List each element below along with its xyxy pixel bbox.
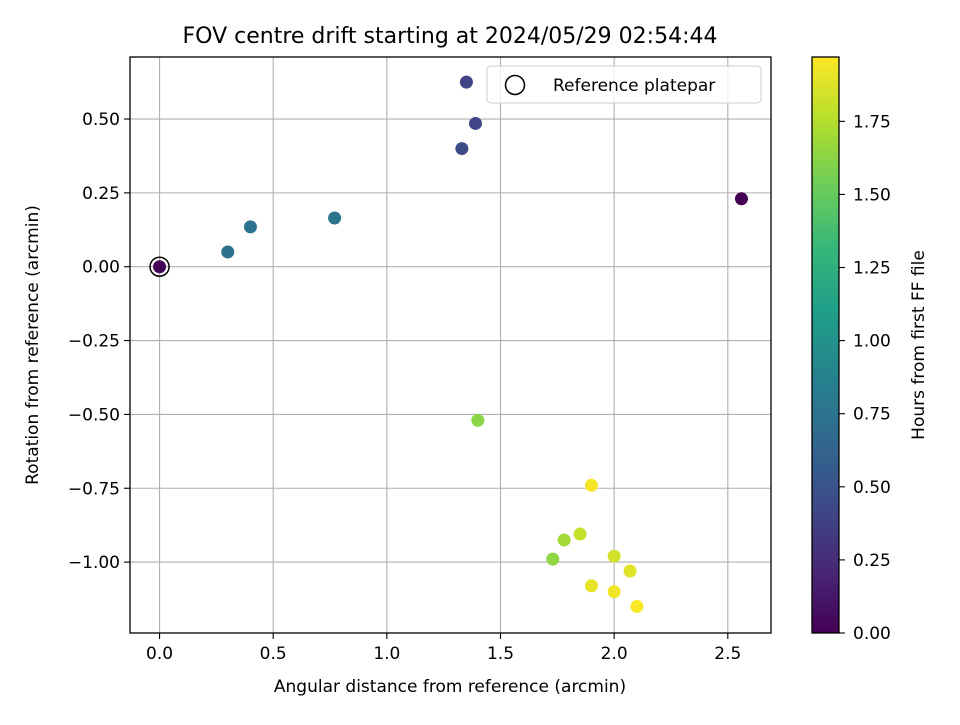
data-point xyxy=(573,527,587,541)
colorbar-tick-label: 1.25 xyxy=(853,259,891,279)
data-point xyxy=(607,585,621,599)
data-point xyxy=(584,579,598,593)
x-tick-label: 0.5 xyxy=(260,644,287,664)
y-tick-label: 0.25 xyxy=(82,184,120,204)
data-point xyxy=(459,75,473,89)
x-axis-label: Angular distance from reference (arcmin) xyxy=(274,677,626,697)
data-point xyxy=(455,142,469,156)
reference-platepar-marker xyxy=(149,256,170,277)
y-tick-label: −0.25 xyxy=(68,332,120,352)
data-point xyxy=(734,192,748,206)
plot-frame xyxy=(129,56,772,634)
grid xyxy=(130,57,771,633)
x-tick-label: 0.0 xyxy=(146,644,173,664)
y-tick-label: −0.75 xyxy=(68,479,120,499)
legend-marker-reference xyxy=(504,74,526,96)
legend: Reference platepar xyxy=(486,65,762,104)
legend-box xyxy=(486,65,762,104)
data-point xyxy=(557,533,571,547)
data-points xyxy=(149,75,748,613)
data-point xyxy=(546,552,560,566)
data-point xyxy=(623,564,637,578)
data-point xyxy=(243,220,257,234)
y-axis-label: Rotation from reference (arcmin) xyxy=(23,205,43,485)
y-tick-label: 0.50 xyxy=(82,110,120,130)
colorbar-tick-label: 0.75 xyxy=(853,405,891,425)
x-tick-label: 2.0 xyxy=(601,644,628,664)
colorbar-frame xyxy=(811,56,840,634)
colorbar-tick-label: 1.75 xyxy=(853,112,891,132)
colorbar-tick-label: 0.50 xyxy=(853,478,891,498)
colorbar-ticks: 0.00 0.25 0.50 0.75 1.00 1.25 1.50 1.75 xyxy=(839,112,891,644)
data-point xyxy=(221,245,235,259)
colorbar-label: Hours from first FF file xyxy=(909,250,929,440)
axis-ticks: 0.0 0.5 1.0 1.5 2.0 2.5 −1.00 −0.75 −0.50 −0.25 0.… xyxy=(68,110,741,664)
colorbar-tick-label: 0.00 xyxy=(853,624,891,644)
y-tick-label: 0.00 xyxy=(82,258,120,278)
colorbar-tick-label: 1.00 xyxy=(853,332,891,352)
data-point xyxy=(584,478,598,492)
data-point xyxy=(328,211,342,225)
x-tick-label: 1.5 xyxy=(487,644,514,664)
y-tick-label: −0.50 xyxy=(68,405,120,425)
x-tick-label: 1.0 xyxy=(373,644,400,664)
x-tick-label: 2.5 xyxy=(714,644,741,664)
colorbar: 0.00 0.25 0.50 0.75 1.00 1.25 1.50 1.75 Hours f… xyxy=(811,56,929,644)
chart-title: FOV centre drift starting at 2024/05/29 … xyxy=(183,24,718,49)
colorbar-tick-label: 0.25 xyxy=(853,551,891,571)
legend-label-reference: Reference platepar xyxy=(553,76,715,96)
data-point xyxy=(471,413,485,427)
y-tick-label: −1.00 xyxy=(68,553,120,573)
colorbar-tick-label: 1.50 xyxy=(853,185,891,205)
data-point xyxy=(469,116,483,130)
data-point xyxy=(607,549,621,563)
data-point xyxy=(153,260,167,274)
data-point xyxy=(630,599,644,613)
colorbar-gradient xyxy=(812,57,839,633)
